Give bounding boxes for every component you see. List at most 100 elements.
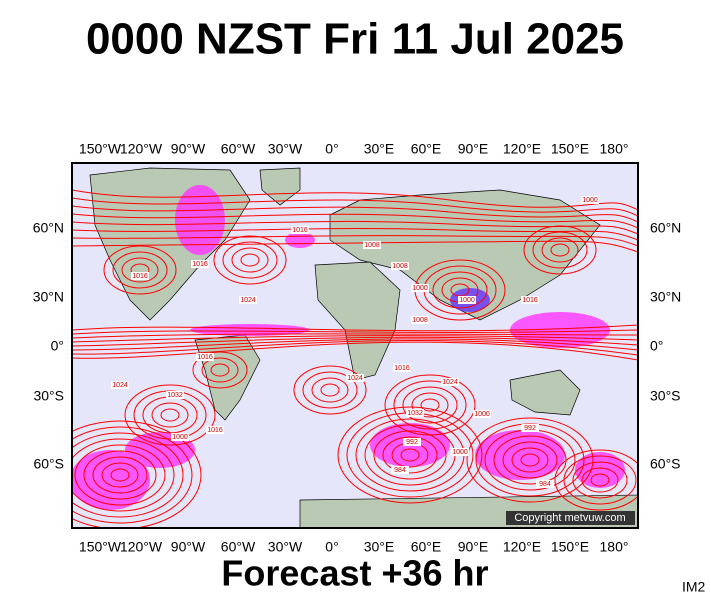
isobar-label: 1016: [292, 227, 308, 234]
title: 0000 NZST Fri 11 Jul 2025: [86, 15, 624, 64]
isobar: [160, 408, 180, 422]
lon-label: 120°W: [120, 539, 163, 555]
isobar: [581, 467, 619, 493]
lon-label: 30°E: [364, 141, 395, 157]
lat-label: 30°N: [33, 289, 64, 305]
lon-label: 150°E: [551, 141, 589, 157]
isobar-label: 992: [406, 439, 418, 446]
land: [89, 167, 638, 528]
isobar-label-bg: [131, 272, 149, 280]
isobar-label-bg: [581, 196, 599, 204]
isobar: [72, 336, 638, 347]
lat-label: 60°N: [650, 220, 681, 236]
forecast-label: Forecast +36 hr: [221, 553, 488, 594]
isobar: [210, 363, 230, 377]
isobar: [432, 271, 488, 309]
isobar: [384, 374, 476, 436]
isobar-label-bg: [536, 480, 554, 488]
isobar: [72, 420, 202, 528]
isobar: [101, 462, 139, 488]
isobar: [83, 450, 157, 500]
isobar-label-bg: [206, 426, 224, 434]
isobar: [373, 430, 447, 480]
isobar: [590, 473, 610, 487]
isobar-label: 1032: [407, 410, 423, 417]
corner-label: IM2: [682, 579, 706, 595]
isobar: [72, 432, 184, 518]
isobar: [466, 417, 594, 503]
isobar-label: 1000: [412, 285, 428, 292]
lon-label: 30°W: [268, 539, 303, 555]
isobar-label-bg: [393, 364, 411, 372]
isobar-label: 1024: [442, 379, 458, 386]
lon-label: 90°E: [458, 141, 489, 157]
isobar-label-bg: [473, 410, 491, 418]
isobar: [402, 386, 458, 424]
lon-label: 180°: [600, 539, 629, 555]
isobar-label: 992: [524, 425, 536, 432]
isobar: [72, 329, 638, 335]
map-body: [72, 167, 638, 528]
isobar-label: 1024: [347, 375, 363, 382]
isobar: [92, 456, 148, 494]
lon-label: 60°E: [411, 539, 442, 555]
isobar-label-bg: [458, 296, 476, 304]
lon-label: 120°W: [120, 141, 163, 157]
isobar: [201, 357, 239, 383]
isobar-label-bg: [521, 296, 539, 304]
lon-label: 120°E: [503, 141, 541, 157]
isobar-label-bg: [521, 424, 539, 432]
isobar-label: 1000: [172, 434, 188, 441]
isobar: [121, 257, 159, 283]
isobar: [572, 461, 628, 499]
isobar: [72, 220, 638, 235]
isobar: [411, 392, 449, 418]
isobar-label: 1016: [522, 297, 538, 304]
lat-label: 30°N: [650, 289, 681, 305]
isobar-label-bg: [451, 448, 469, 456]
isobar: [293, 365, 367, 415]
isobar: [520, 453, 540, 467]
lat-label: 60°S: [33, 456, 64, 472]
isobar-label: 1000: [582, 197, 598, 204]
isobar: [124, 384, 216, 446]
lat-label: 60°S: [650, 456, 681, 472]
isobar: [103, 245, 177, 295]
isobar: [72, 324, 638, 332]
lon-label: 90°W: [171, 539, 206, 555]
isobar-label: 1016: [207, 427, 223, 434]
isobar-label-bg: [403, 438, 421, 446]
isobar-label-bg: [171, 433, 189, 441]
isobar-label: 1016: [394, 365, 410, 372]
isobar-label: 1016: [132, 273, 148, 280]
isobar: [72, 340, 638, 356]
isobar: [72, 338, 638, 351]
isobar: [311, 377, 349, 403]
lat-label: 60°N: [33, 220, 64, 236]
isobar: [222, 241, 278, 279]
isobar: [320, 383, 340, 397]
isobar-label-bg: [239, 296, 257, 304]
isobar-label-bg: [191, 260, 209, 268]
lon-label: 0°: [325, 141, 338, 157]
isobar-label: 984: [394, 467, 406, 474]
isobar-label-bg: [406, 409, 424, 417]
isobar: [72, 213, 638, 229]
lon-label: 120°E: [503, 539, 541, 555]
isobar-label-bg: [196, 353, 214, 361]
isobar: [72, 205, 638, 223]
isobar: [420, 398, 440, 412]
isobar: [502, 441, 558, 479]
isobar: [74, 444, 166, 506]
isobar: [382, 436, 438, 474]
isobar-label-bg: [391, 466, 409, 474]
lon-label: 150°W: [79, 141, 122, 157]
isobar-label-bg: [291, 226, 309, 234]
lon-label: 60°W: [221, 539, 256, 555]
lon-label: 0°: [325, 539, 338, 555]
lon-label: 150°W: [79, 539, 122, 555]
isobar: [72, 235, 638, 247]
isobar: [72, 333, 638, 339]
isobar: [192, 351, 248, 389]
lat-label: 0°: [51, 338, 64, 354]
